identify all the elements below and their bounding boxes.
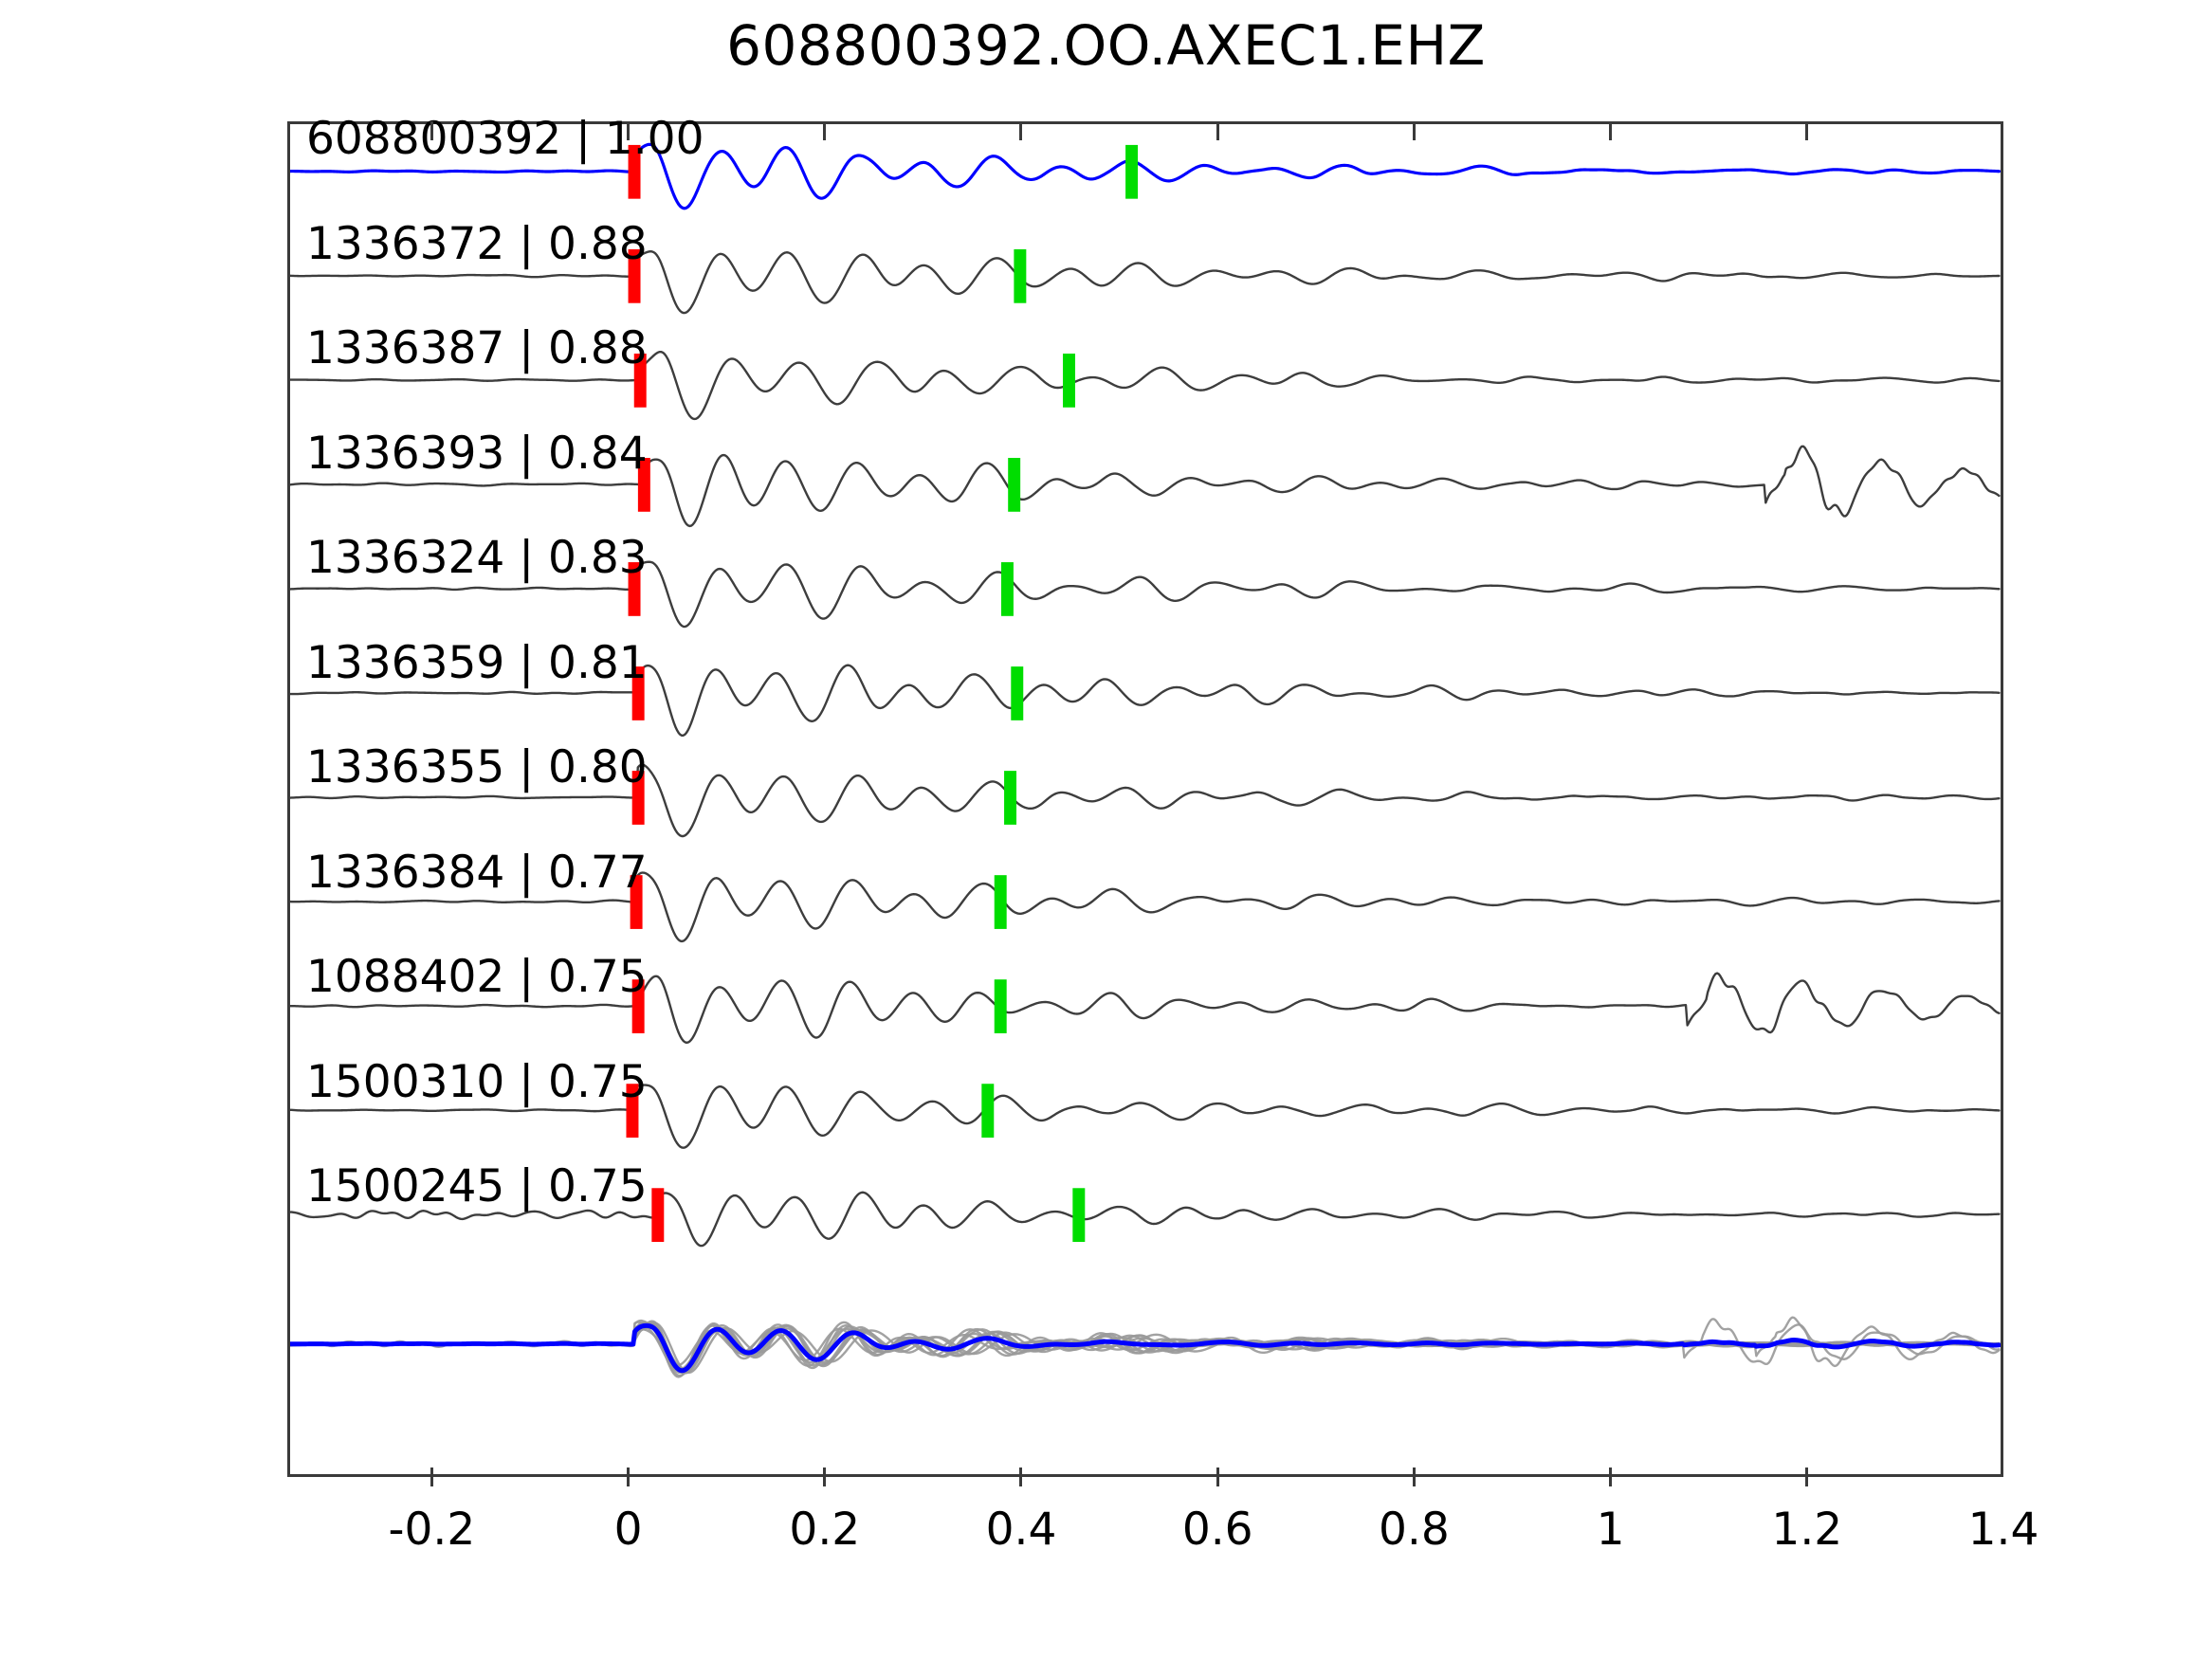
trace-line-608800392: [290, 142, 2001, 210]
s-pick-marker-1500245: [1072, 1188, 1086, 1243]
x-tick-mark-top: [627, 121, 631, 140]
s-pick-marker-1336387: [1063, 353, 1075, 408]
s-pick-marker-1088402: [994, 979, 1007, 1033]
x-tick-mark: [627, 1468, 631, 1486]
trace-line-1336393: [290, 445, 2001, 528]
x-tick-label: 0.6: [1181, 1504, 1253, 1556]
p-pick-marker-1336359: [631, 666, 645, 720]
x-tick-mark-top: [823, 121, 827, 140]
p-pick-marker-1336384: [630, 875, 643, 929]
p-pick-marker-1500310: [626, 1084, 639, 1138]
p-pick-marker-1336372: [628, 248, 641, 303]
trace-line-1500245: [290, 1191, 2001, 1248]
trace-line-1500310: [290, 1084, 2001, 1149]
x-tick-mark-top: [1609, 121, 1613, 140]
x-tick-label: 1: [1596, 1504, 1625, 1556]
trace-line-1336355: [290, 763, 2001, 838]
x-tick-mark: [1019, 1468, 1023, 1486]
s-pick-marker-1336393: [1008, 458, 1021, 512]
p-pick-marker-1336355: [631, 771, 645, 825]
x-tick-label: 0.2: [789, 1504, 861, 1556]
x-tick-mark: [1609, 1468, 1613, 1486]
trace-line-1336387: [290, 350, 2001, 421]
waveform-canvas: [290, 142, 2001, 1378]
x-tick-mark: [1805, 1468, 1809, 1486]
x-tick-mark-top: [1216, 121, 1219, 140]
p-pick-marker-608800392: [628, 144, 641, 199]
s-pick-marker-608800392: [1125, 144, 1139, 199]
x-tick-mark-top: [1412, 121, 1416, 140]
trace-line-1336384: [290, 871, 2001, 943]
x-tick-mark: [1216, 1468, 1219, 1486]
p-pick-marker-1500245: [651, 1188, 665, 1243]
x-tick-mark: [430, 1468, 433, 1486]
trace-line-1336372: [290, 250, 2001, 315]
x-tick-label: -0.2: [388, 1504, 476, 1556]
trace-line-1336324: [290, 560, 2001, 629]
x-tick-label: 0: [613, 1504, 643, 1556]
waveform-plot-area: [287, 121, 2003, 1477]
trace-line-1336359: [290, 664, 2001, 737]
s-pick-marker-1500310: [981, 1084, 995, 1138]
x-tick-mark-top: [1805, 121, 1809, 140]
trace-line-1088402: [290, 972, 2001, 1045]
p-pick-marker-1088402: [631, 979, 645, 1033]
s-pick-marker-1336355: [1004, 771, 1017, 825]
x-tick-mark: [823, 1468, 827, 1486]
p-pick-marker-1336324: [628, 562, 641, 616]
x-tick-label: 0.4: [985, 1504, 1057, 1556]
s-pick-marker-1336372: [1014, 248, 1027, 303]
s-pick-marker-1336359: [1011, 666, 1024, 720]
p-pick-marker-1336387: [633, 353, 647, 408]
page-title: 608800392.OO.AXEC1.EHZ: [726, 13, 1486, 78]
stack-trace: [290, 1322, 2001, 1374]
x-tick-mark-top: [430, 121, 433, 140]
p-pick-marker-1336393: [637, 458, 650, 512]
s-pick-marker-1336324: [1000, 562, 1014, 616]
x-axis-ticks: [287, 1468, 2003, 1553]
x-tick-label: 1.2: [1771, 1504, 1843, 1556]
x-tick-mark-top: [1019, 121, 1023, 140]
x-tick-label: 0.8: [1379, 1504, 1450, 1556]
s-pick-marker-1336384: [994, 875, 1007, 929]
x-tick-mark: [1412, 1468, 1416, 1486]
x-tick-label: 1.4: [1967, 1504, 2039, 1556]
